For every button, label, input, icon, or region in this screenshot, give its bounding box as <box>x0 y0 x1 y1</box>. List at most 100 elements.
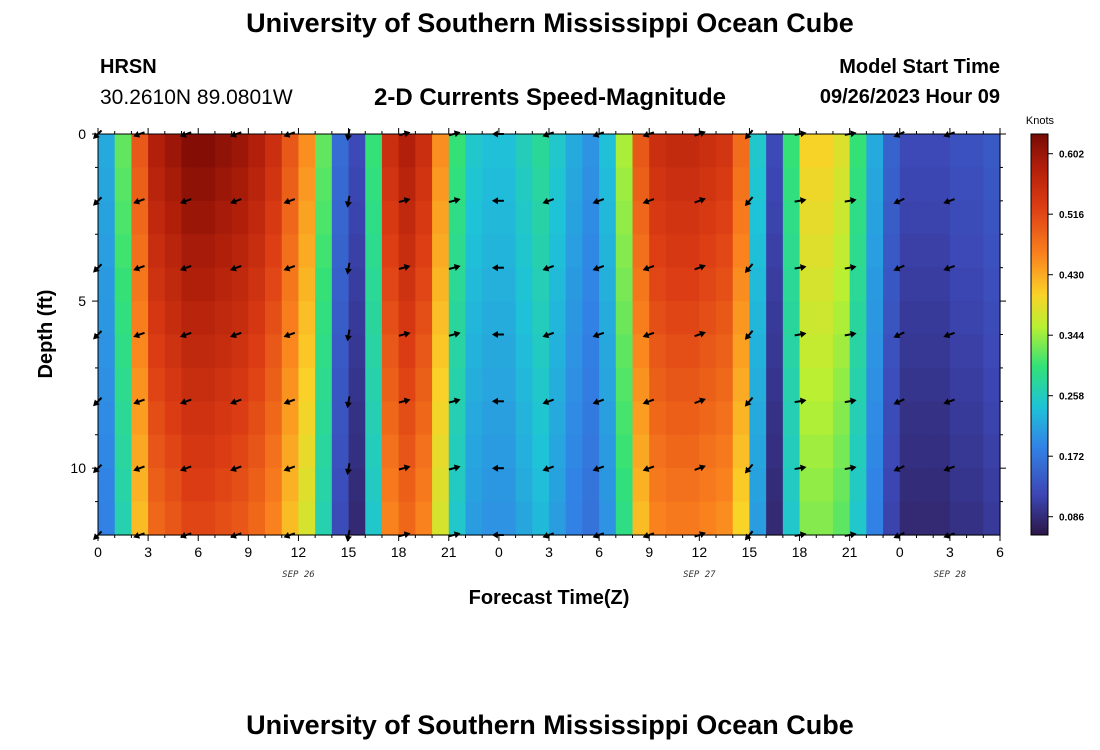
heatmap-cell <box>565 234 583 269</box>
current-arrow <box>844 464 857 472</box>
heatmap-cell <box>665 234 684 269</box>
heatmap-cell <box>832 468 851 503</box>
heatmap-cell <box>782 334 801 369</box>
heatmap-cell <box>148 301 166 336</box>
heatmap-cell <box>582 334 600 369</box>
heatmap-cell <box>782 401 801 436</box>
heatmap-cell <box>148 401 166 436</box>
heatmap-cell <box>732 334 751 369</box>
heatmap-cell <box>465 134 483 169</box>
current-arrow-head <box>542 197 550 205</box>
heatmap-cell <box>899 334 918 369</box>
x-tick-label: 15 <box>742 544 758 560</box>
current-arrow-head <box>133 465 141 472</box>
heatmap-cell <box>214 134 233 169</box>
heatmap-cell <box>949 367 968 402</box>
heatmap-cell <box>515 401 533 436</box>
heatmap-cell <box>565 434 583 469</box>
heatmap-cell <box>649 468 667 503</box>
heatmap-cell <box>799 167 817 202</box>
heatmap-cell <box>248 301 266 336</box>
heatmap-cell <box>498 301 517 336</box>
heatmap-cell <box>181 234 199 269</box>
heatmap-cell <box>482 200 500 235</box>
heatmap-cell <box>248 334 266 369</box>
heatmap-cell <box>331 367 350 402</box>
heatmap-cell <box>448 234 467 269</box>
heatmap-cell <box>983 267 1001 302</box>
heatmap-cell <box>398 267 416 302</box>
heatmap-cell <box>498 200 517 235</box>
heatmap-cell <box>565 267 583 302</box>
heatmap-cell <box>632 134 650 169</box>
heatmap-cell <box>866 134 884 169</box>
heatmap-cell <box>365 334 383 369</box>
heatmap-cell <box>732 367 751 402</box>
heatmap-cell <box>966 367 984 402</box>
heatmap-cell <box>549 468 567 503</box>
heatmap-cell <box>899 301 918 336</box>
current-vector-arrows <box>93 128 955 542</box>
heatmap-cell <box>983 334 1001 369</box>
current-arrow <box>744 330 754 340</box>
current-arrow-head <box>403 197 411 204</box>
heatmap-cell <box>933 167 951 202</box>
station-id: HRSN <box>100 56 157 78</box>
heatmap-cell <box>114 200 132 235</box>
heatmap-cell <box>214 501 233 536</box>
heatmap-cell <box>649 401 667 436</box>
heatmap-cell <box>966 334 984 369</box>
current-arrow-head <box>453 464 461 472</box>
heatmap-cell <box>565 468 583 503</box>
heatmap-cell <box>782 367 801 402</box>
current-arrow-head <box>943 331 951 339</box>
heatmap-cell <box>682 468 700 503</box>
heatmap-cell <box>832 434 851 469</box>
heatmap-cell <box>599 501 617 536</box>
current-arrow-head <box>230 331 237 339</box>
heatmap-cell <box>716 367 734 402</box>
current-arrow-head <box>179 398 187 405</box>
heatmap-cell <box>515 367 533 402</box>
heatmap-cell <box>849 401 867 436</box>
heatmap-cell <box>365 234 383 269</box>
heatmap-cell <box>649 334 667 369</box>
heatmap-cell <box>231 200 249 235</box>
current-arrow-head <box>850 397 857 405</box>
heatmap-cell <box>649 301 667 336</box>
current-arrow-head <box>850 197 857 205</box>
heatmap-cell <box>331 134 350 169</box>
heatmap-cell <box>515 167 533 202</box>
current-arrow-head <box>850 330 857 338</box>
heatmap-cell <box>315 334 333 369</box>
heatmap-cell <box>816 234 834 269</box>
heatmap-cell <box>365 401 383 436</box>
heatmap-cell <box>799 401 817 436</box>
heatmap-cell <box>665 267 684 302</box>
heatmap-cell <box>148 267 166 302</box>
heatmap-cell <box>515 200 533 235</box>
heatmap-cell <box>582 234 600 269</box>
heatmap-cell <box>766 301 784 336</box>
heatmap-cell <box>682 401 700 436</box>
heatmap-cell <box>665 167 684 202</box>
current-arrow <box>943 465 955 472</box>
current-arrow <box>592 264 605 272</box>
heatmap-cell <box>799 434 817 469</box>
heatmap-cell <box>181 200 199 235</box>
heatmap-cell <box>749 334 767 369</box>
heatmap-cell <box>732 134 751 169</box>
current-arrow <box>943 398 955 405</box>
heatmap-cell <box>248 200 266 235</box>
heatmap-cell <box>899 267 918 302</box>
current-arrow-head <box>642 197 650 205</box>
heatmap-cell <box>549 234 567 269</box>
heatmap-cell <box>599 301 617 336</box>
current-arrow-head <box>542 465 550 472</box>
current-arrow-head <box>491 197 498 205</box>
heatmap-cell <box>632 167 650 202</box>
current-arrow-head <box>893 198 901 205</box>
heatmap-cell <box>432 367 450 402</box>
heatmap-cell <box>381 234 400 269</box>
current-arrow-head <box>344 468 352 476</box>
